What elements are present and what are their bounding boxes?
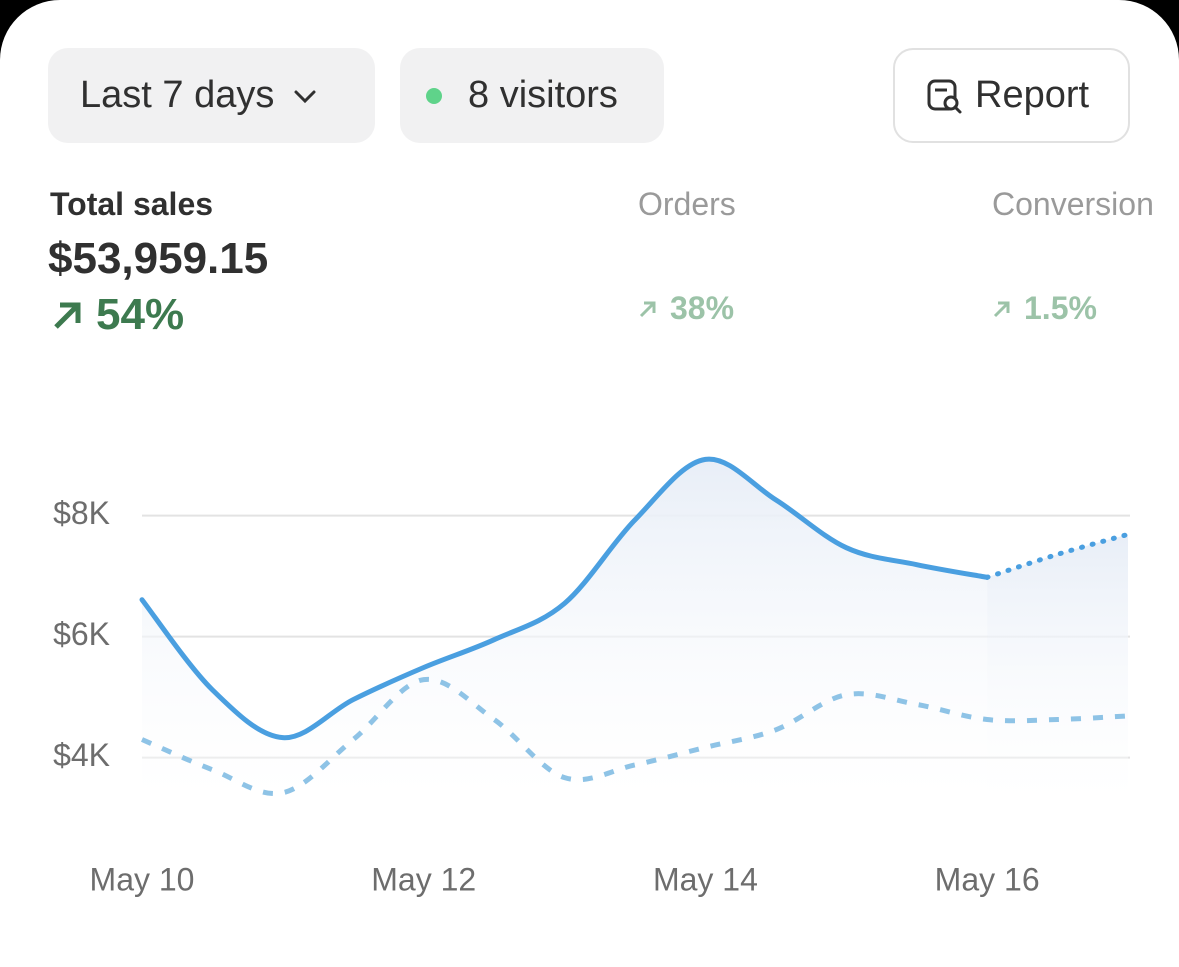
visitors-label: 8 visitors — [468, 74, 618, 116]
chevron-icon — [294, 90, 316, 103]
y-tick-label: $8K — [53, 495, 110, 531]
visitors-badge: 8 visitors — [400, 48, 664, 143]
x-tick-label: May 16 — [935, 861, 1040, 897]
report-button[interactable]: Report — [893, 48, 1130, 143]
metric-change-value: 1.5% — [1024, 290, 1097, 326]
x-tick-label: May 12 — [371, 861, 476, 897]
metric-change: 38% — [636, 290, 734, 327]
y-tick-label: $6K — [53, 616, 110, 652]
series-line — [984, 531, 1131, 580]
live-dot — [426, 87, 442, 104]
x-tick-label: May 10 — [90, 861, 195, 897]
series-area — [142, 459, 988, 800]
metric-label: Total sales — [50, 186, 214, 222]
series-line — [141, 676, 1129, 797]
metric-change: 1.5% — [990, 290, 1097, 327]
up-arrow — [54, 302, 81, 329]
date-range-button[interactable]: Last 7 days — [48, 48, 375, 143]
up-arrow — [993, 301, 1010, 317]
series-area — [987, 534, 1128, 800]
date-range-label: Last 7 days — [80, 74, 275, 116]
metric-label: Orders — [638, 186, 736, 222]
metric-value: $53,959.15 — [48, 234, 269, 283]
metric-change: 54% — [48, 290, 184, 340]
y-tick-label: $4K — [53, 737, 110, 773]
metric-label: Conversion — [992, 186, 1154, 222]
report-icon — [927, 79, 962, 113]
metric-change-value: 38% — [670, 290, 735, 326]
x-tick-label: May 14 — [653, 861, 758, 897]
report-label: Report — [975, 74, 1090, 116]
series-line — [139, 456, 990, 741]
up-arrow — [639, 301, 656, 317]
metric-change-value: 54% — [96, 290, 185, 339]
